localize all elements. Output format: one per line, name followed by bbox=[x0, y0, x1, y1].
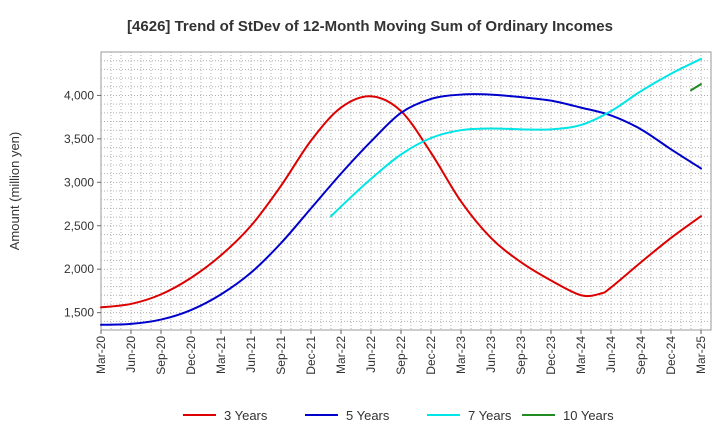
y-axis-label: Amount (million yen) bbox=[7, 132, 22, 251]
series-line-3-years bbox=[100, 95, 702, 309]
x-tick-label: Sep-20 bbox=[154, 336, 168, 375]
x-tick-label: Jun-20 bbox=[124, 336, 138, 373]
x-tick-label: Sep-22 bbox=[394, 336, 408, 375]
x-tick-label: Dec-22 bbox=[424, 336, 438, 375]
series-line-7-years bbox=[330, 57, 702, 218]
plot-area bbox=[100, 51, 712, 331]
axes: 1,500 2,000 2,500 3,000 3,500 4,000 Mar-20 Jun-… bbox=[64, 88, 708, 374]
series-line-10-years bbox=[690, 83, 702, 92]
x-tick-label: Dec-23 bbox=[544, 336, 558, 375]
x-tick-label: Jun-21 bbox=[244, 336, 258, 373]
x-tick-label: Jun-24 bbox=[604, 336, 618, 373]
x-tick-label: Dec-24 bbox=[664, 336, 678, 375]
y-tick-label: 2,500 bbox=[64, 219, 94, 233]
legend-label-7-years: 7 Years bbox=[468, 408, 512, 423]
x-tick-label: Dec-21 bbox=[304, 336, 318, 375]
x-tick-label: Mar-25 bbox=[694, 336, 708, 374]
y-tick-label: 3,000 bbox=[64, 175, 94, 189]
series-lines bbox=[100, 57, 702, 326]
series-line-5-years bbox=[100, 93, 702, 326]
y-tick-label: 2,000 bbox=[64, 262, 94, 276]
x-tick-label: Sep-21 bbox=[274, 336, 288, 375]
x-tick-label: Mar-24 bbox=[574, 336, 588, 374]
y-tick-label: 1,500 bbox=[64, 306, 94, 320]
x-tick-label: Mar-22 bbox=[334, 336, 348, 374]
x-tick-label: Jun-23 bbox=[484, 336, 498, 373]
x-tick-label: Sep-24 bbox=[634, 336, 648, 375]
legend: 3 Years 5 Years 7 Years 10 Years bbox=[183, 408, 614, 423]
legend-label-3-years: 3 Years bbox=[224, 408, 268, 423]
x-tick-label: Sep-23 bbox=[514, 336, 528, 375]
x-tick-label: Mar-20 bbox=[94, 336, 108, 374]
x-tick-label: Dec-20 bbox=[184, 336, 198, 375]
x-tick-label: Mar-21 bbox=[214, 336, 228, 374]
y-tick-label: 3,500 bbox=[64, 132, 94, 146]
legend-label-5-years: 5 Years bbox=[346, 408, 390, 423]
x-tick-label: Jun-22 bbox=[364, 336, 378, 373]
chart-title: [4626] Trend of StDev of 12-Month Moving… bbox=[127, 18, 613, 35]
y-tick-label: 4,000 bbox=[64, 88, 94, 102]
x-tick-label: Mar-23 bbox=[454, 336, 468, 374]
legend-label-10-years: 10 Years bbox=[563, 408, 614, 423]
